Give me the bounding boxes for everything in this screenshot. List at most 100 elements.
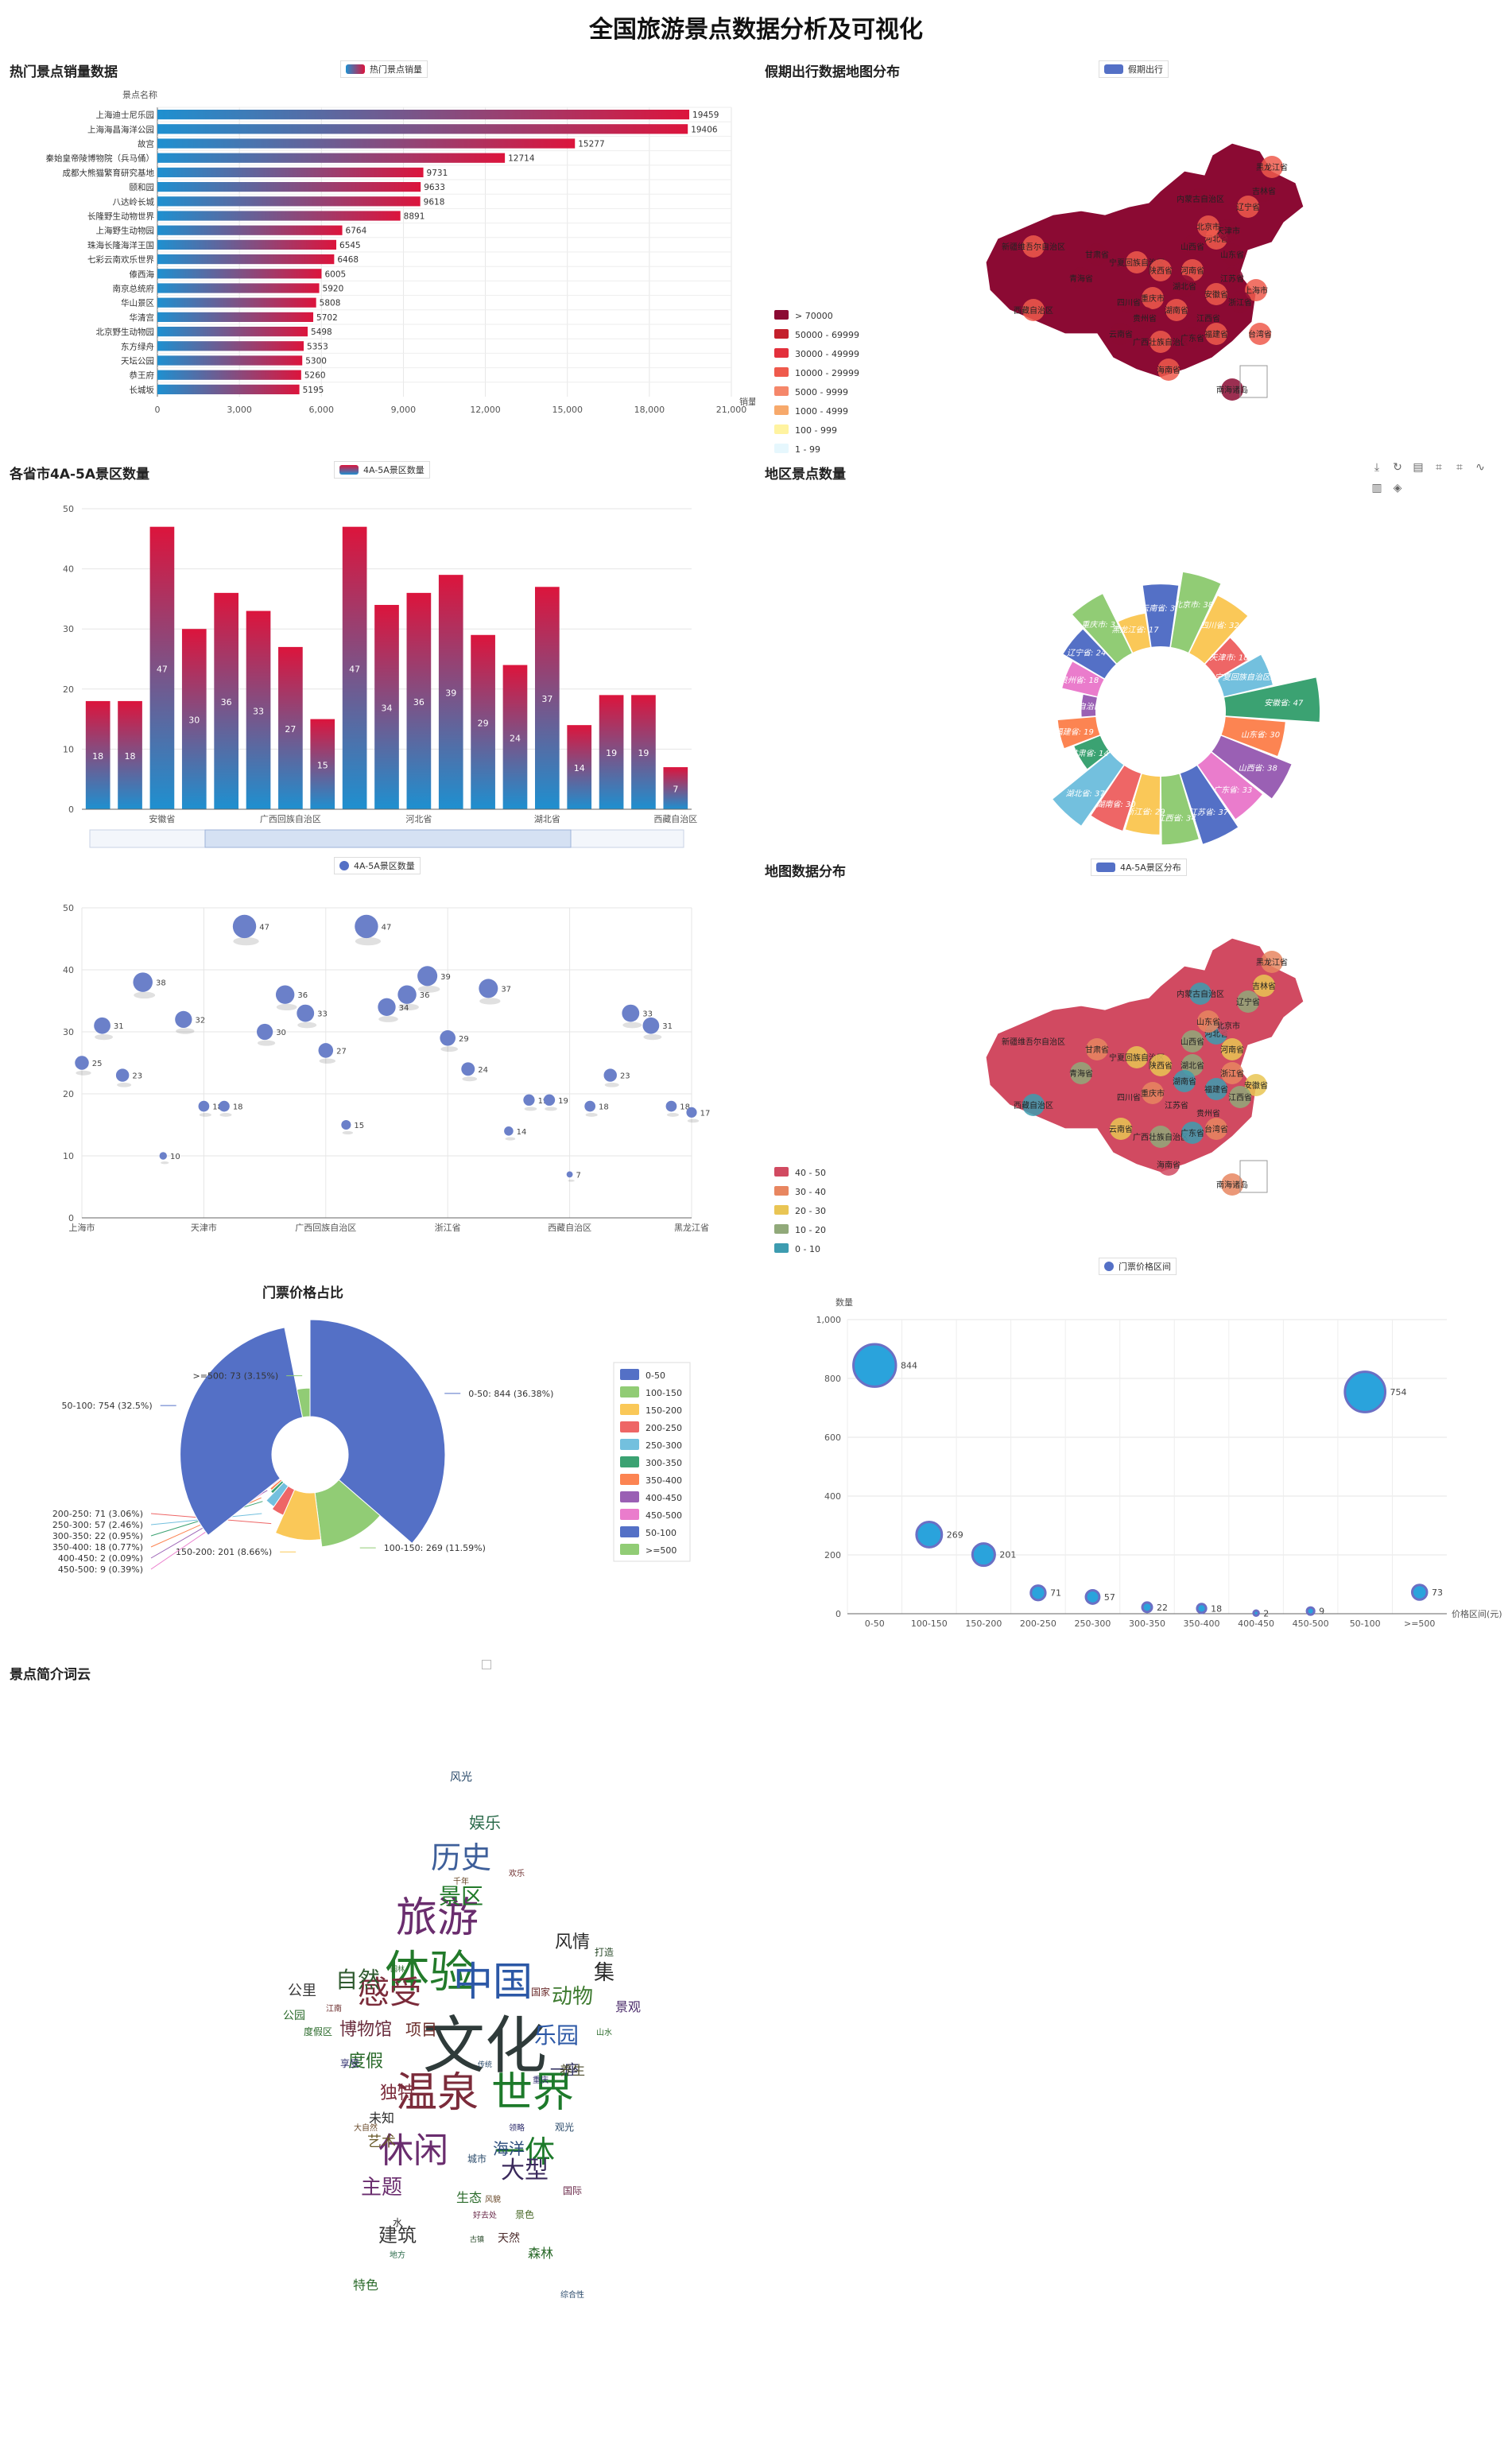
map-region <box>1173 1070 1196 1092</box>
bar-value-label: 33 <box>253 706 264 716</box>
map-region <box>1070 1062 1092 1084</box>
pie-slice <box>271 1485 296 1516</box>
y-tick-label: 30 <box>63 1027 74 1037</box>
point-value-label: 31 <box>114 1022 124 1031</box>
point-value-label: 27 <box>336 1047 347 1056</box>
point-shadow <box>378 1016 398 1022</box>
map-region-label: 天津市 <box>1216 226 1240 236</box>
cloud-save-icon[interactable] <box>482 1660 491 1669</box>
category-label: 南京总统府 <box>113 284 155 294</box>
point-value-label: 25 <box>92 1060 103 1068</box>
download-icon[interactable]: ⤓ <box>1374 461 1380 474</box>
cloud-word: 公园 <box>283 2010 305 2022</box>
point-shadow <box>355 936 382 946</box>
map-region-label: 台湾省 <box>1248 329 1272 339</box>
point-shadow <box>643 1033 662 1041</box>
category-label: 恭王府 <box>130 370 155 381</box>
map-region-label: 湖南省 <box>1165 305 1188 316</box>
map-region-label: 河南省 <box>1220 1045 1244 1055</box>
map-region <box>1261 951 1283 973</box>
bar-value-label: 5260 <box>304 371 326 381</box>
map-region-label: 甘肃省 <box>1085 1045 1109 1055</box>
bar <box>310 719 335 809</box>
map-region <box>1221 1038 1243 1060</box>
hot-legend[interactable]: 热门景点销量 <box>340 60 428 78</box>
rose-slice <box>1053 752 1124 826</box>
y-tick-label: 20 <box>63 684 74 695</box>
map-region-label: 吉林省 <box>1252 981 1276 991</box>
slice-label: 400-450: 2 (0.09%) <box>58 1553 143 1564</box>
bar-value-label: 36 <box>413 697 425 707</box>
slice-label: 江西省: 34 <box>1157 813 1196 823</box>
map-region <box>1221 243 1243 266</box>
inset-box <box>1239 365 1268 398</box>
map-region-label: 江西省 <box>1228 1092 1252 1103</box>
zoom-reset-icon[interactable]: ⌗ <box>1456 461 1463 474</box>
map-region-label: 海南省 <box>1157 365 1181 375</box>
province-bar-chart: 0 10 20 30 40 50 18 18 47 30 36 33 27 15 47 34 36 39 29 24 3… <box>63 504 697 848</box>
x-tick-label: 0 <box>155 405 161 415</box>
bar-value-label: 19459 <box>692 110 719 120</box>
point-value-label: 38 <box>156 979 166 988</box>
map-region <box>1221 378 1243 401</box>
province-legend[interactable]: 4A-5A景区数量 <box>334 461 430 479</box>
map-region <box>1126 1046 1148 1068</box>
x-tick-label: 450-500 <box>1293 1618 1329 1629</box>
map-region-label: 广东省 <box>1181 333 1204 343</box>
slice-label: 黑龙江省: 17 <box>1111 625 1159 634</box>
map-region <box>1205 1118 1227 1140</box>
scatter-legend[interactable]: 4A-5A景区数量 <box>334 857 421 874</box>
scatter-point <box>642 1017 660 1034</box>
cloud-word: 历史 <box>431 1840 491 1875</box>
bubble-legend[interactable]: 门票价格区间 <box>1099 1258 1177 1275</box>
rose-slice <box>1205 638 1248 679</box>
legend-swatch <box>339 861 349 870</box>
cloud-word: 集 <box>594 1961 614 1985</box>
cloud-word: 中国 <box>453 1959 533 2005</box>
point-value-label: 23 <box>132 1072 142 1081</box>
stack-icon[interactable]: ◈ <box>1393 482 1402 494</box>
point-shadow <box>319 1058 336 1064</box>
point-value-label: 33 <box>317 1010 328 1019</box>
bar-switch-icon[interactable]: ▥ <box>1371 482 1382 494</box>
x-tick-label: 300-350 <box>1129 1618 1165 1629</box>
x-tick-label: 0-50 <box>865 1618 885 1629</box>
point-value-label: 31 <box>662 1022 673 1031</box>
bar <box>438 575 463 809</box>
bar <box>157 225 343 235</box>
cloud-word: 森林 <box>528 2246 553 2261</box>
scatter-point <box>318 1043 334 1058</box>
bar <box>157 283 320 293</box>
y-tick-label: 800 <box>824 1374 841 1384</box>
bar <box>157 138 576 149</box>
map-region <box>1245 1074 1267 1096</box>
map-region-label: 广西壮族自治区 <box>1133 337 1188 347</box>
bar-value-label: 39 <box>445 688 456 699</box>
data-view-icon[interactable]: ▤ <box>1413 461 1424 474</box>
bar-value-label: 15 <box>317 760 328 770</box>
scatter-point <box>622 1004 640 1022</box>
refresh-icon[interactable]: ↻ <box>1393 461 1402 474</box>
y-axis-label: 数量 <box>835 1297 853 1308</box>
map-region <box>1165 299 1188 321</box>
scatter-point <box>461 1062 475 1076</box>
holiday-legend[interactable]: 假期出行 <box>1099 60 1169 78</box>
x-tick-label: 15,000 <box>552 405 583 415</box>
datazoom-handle-range <box>204 829 572 848</box>
point-value-label: 36 <box>297 991 308 1000</box>
cloud-word: 生态 <box>456 2190 482 2205</box>
slice-label: 浙江省: 29 <box>1126 808 1165 817</box>
bar <box>157 355 303 366</box>
map-region-label: 黑龙江省 <box>1256 162 1288 173</box>
slice-label: 250-300: 57 (2.46%) <box>52 1520 143 1530</box>
bubble <box>915 1521 944 1549</box>
legend-swatch <box>346 64 365 74</box>
map2-legend[interactable]: 4A-5A景区分布 <box>1091 859 1187 876</box>
map-region-label: 青海省 <box>1069 273 1093 284</box>
y-tick-label: 10 <box>63 744 74 754</box>
zoom-icon[interactable]: ⌗ <box>1436 461 1442 474</box>
y-tick-label: 0 <box>68 1213 74 1223</box>
legend-label: 1000 - 4999 <box>795 406 848 417</box>
line-switch-icon[interactable]: ∿ <box>1475 461 1485 474</box>
bar-value-label: 5808 <box>320 299 341 308</box>
